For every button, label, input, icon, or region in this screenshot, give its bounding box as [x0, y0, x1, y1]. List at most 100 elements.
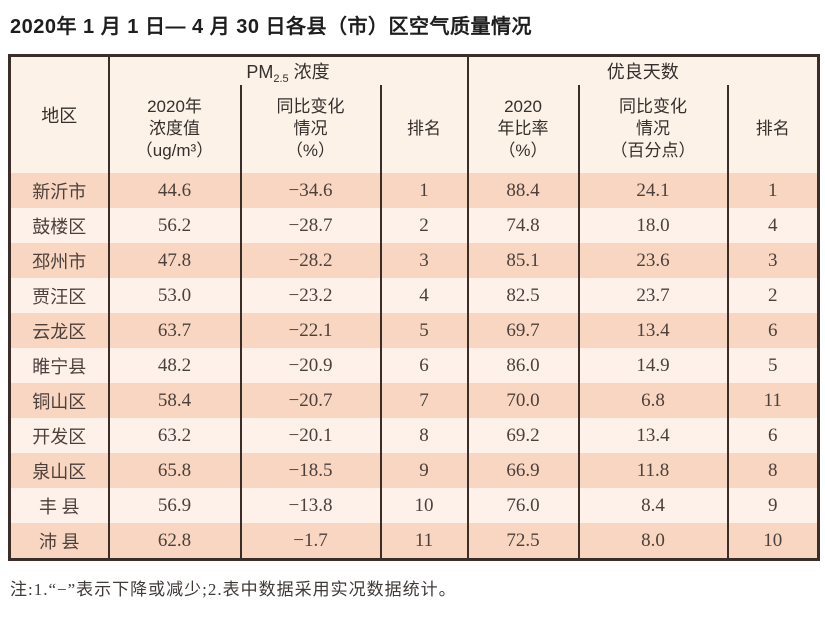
table-row: 鼓楼区 56.2 −28.7 2 74.8 18.0 4	[8, 208, 820, 243]
good-rank-cell: 10	[726, 523, 820, 560]
pm-change-cell: −28.2	[239, 243, 382, 278]
pm-change-cell: −23.2	[239, 278, 382, 313]
table-row: 开发区 63.2 −20.1 8 69.2 13.4 6	[8, 418, 820, 453]
pm-rank-cell: 9	[379, 453, 469, 488]
good-change-cell: 8.4	[577, 488, 729, 523]
good-rate-cell: 72.5	[466, 523, 580, 560]
good-rate-cell: 85.1	[466, 243, 580, 278]
header-line: 情况	[293, 118, 328, 138]
good-rank-cell: 3	[726, 243, 820, 278]
good-rank-cell: 11	[726, 383, 820, 418]
col-header-good-rate: 2020 年比率 （%）	[466, 85, 580, 173]
region-cell: 泉山区	[8, 453, 110, 488]
good-rate-cell: 82.5	[466, 278, 580, 313]
pm-change-cell: −28.7	[239, 208, 382, 243]
pm-change-cell: −34.6	[239, 173, 382, 208]
good-change-cell: 13.4	[577, 418, 729, 453]
header-line: 年比率	[497, 118, 549, 138]
pm-rank-cell: 2	[379, 208, 469, 243]
header-line: 同比变化	[619, 96, 687, 116]
col-header-pm-change: 同比变化 情况 （%）	[239, 85, 382, 173]
good-rank-cell: 8	[726, 453, 820, 488]
pm-rank-cell: 3	[379, 243, 469, 278]
table-row: 云龙区 63.7 −22.1 5 69.7 13.4 6	[8, 313, 820, 348]
col-header-pm-rank: 排名	[379, 85, 469, 173]
pm-suffix: 浓度	[288, 61, 330, 82]
good-change-cell: 24.1	[577, 173, 729, 208]
good-rate-cell: 76.0	[466, 488, 580, 523]
pm-change-cell: −1.7	[239, 523, 382, 560]
pm-change-cell: −20.7	[239, 383, 382, 418]
pm-rank-cell: 5	[379, 313, 469, 348]
pm-value-cell: 48.2	[107, 348, 242, 383]
header-group-row: 地区 PM2.5 浓度 优良天数	[8, 55, 820, 173]
table-row: 贾汪区 53.0 −23.2 4 82.5 23.7 2	[8, 278, 820, 313]
page-title: 2020年 1 月 1 日— 4 月 30 日各县（市）区空气质量情况	[10, 16, 533, 38]
table-row: 铜山区 58.4 −20.7 7 70.0 6.8 11	[8, 383, 820, 418]
footnote: 注:1.“−”表示下降或减少;2.表中数据采用实况数据统计。	[10, 580, 457, 599]
good-rate-cell: 86.0	[466, 348, 580, 383]
pm-value-cell: 63.2	[107, 418, 242, 453]
pm-subscript: 2.5	[273, 72, 289, 85]
good-rank-cell: 6	[726, 418, 820, 453]
col-header-good-change: 同比变化 情况 （百分点）	[577, 85, 729, 173]
region-cell: 开发区	[8, 418, 110, 453]
header-line: 浓度值	[149, 118, 200, 138]
pm-change-cell: −13.8	[239, 488, 382, 523]
region-cell: 沛 县	[8, 523, 110, 560]
pm-rank-cell: 7	[379, 383, 469, 418]
pm-rank-cell: 6	[379, 348, 469, 383]
col-group-pm25: PM2.5 浓度	[107, 55, 469, 85]
pm-label: PM	[246, 61, 274, 82]
region-cell: 鼓楼区	[8, 208, 110, 243]
pm-rank-cell: 10	[379, 488, 469, 523]
header-line: （%）	[285, 141, 336, 161]
header-line: （ug/m³）	[135, 141, 214, 161]
pm-value-cell: 63.7	[107, 313, 242, 348]
pm-value-cell: 65.8	[107, 453, 242, 488]
header-line: 排名	[407, 118, 441, 138]
table-row: 沛 县 62.8 −1.7 11 72.5 8.0 10	[8, 523, 820, 560]
region-cell: 云龙区	[8, 313, 110, 348]
good-change-cell: 6.8	[577, 383, 729, 418]
good-rank-cell: 9	[726, 488, 820, 523]
region-cell: 新沂市	[8, 173, 110, 208]
pm-value-cell: 44.6	[107, 173, 242, 208]
good-rate-cell: 74.8	[466, 208, 580, 243]
header-sub-row: 2020年 浓度值 （ug/m³） 同比变化 情况 （%） 排名 2020 年比…	[10, 85, 820, 173]
good-rate-cell: 88.4	[466, 173, 580, 208]
good-rate-cell: 70.0	[466, 383, 580, 418]
good-rank-cell: 5	[726, 348, 820, 383]
col-group-good-days: 优良天数	[466, 55, 820, 85]
good-rate-cell: 66.9	[466, 453, 580, 488]
header-line: （百分点）	[610, 141, 696, 161]
pm-change-cell: −20.1	[239, 418, 382, 453]
region-cell: 铜山区	[8, 383, 110, 418]
pm-rank-cell: 1	[379, 173, 469, 208]
good-change-cell: 13.4	[577, 313, 729, 348]
pm-rank-cell: 8	[379, 418, 469, 453]
good-change-cell: 11.8	[577, 453, 729, 488]
good-rate-cell: 69.2	[466, 418, 580, 453]
page: 2020年 1 月 1 日— 4 月 30 日各县（市）区空气质量情况 地区 P…	[8, 16, 821, 599]
table-row: 新沂市 44.6 −34.6 1 88.4 24.1 1	[8, 173, 820, 208]
region-cell: 睢宁县	[8, 348, 110, 383]
region-cell: 丰 县	[8, 488, 110, 523]
good-rank-cell: 1	[726, 173, 820, 208]
pm-value-cell: 62.8	[107, 523, 242, 560]
good-change-cell: 8.0	[577, 523, 729, 560]
region-cell: 贾汪区	[8, 278, 110, 313]
good-rank-cell: 2	[726, 278, 820, 313]
region-cell: 邳州市	[8, 243, 110, 278]
pm-change-cell: −20.9	[239, 348, 382, 383]
header-line: （%）	[498, 141, 548, 161]
col-header-region: 地区	[8, 55, 110, 173]
table-row: 丰 县 56.9 −13.8 10 76.0 8.4 9	[8, 488, 820, 523]
header-line: 同比变化	[276, 96, 345, 116]
header-line: 情况	[636, 118, 670, 138]
pm-value-cell: 56.9	[107, 488, 242, 523]
table-header: 地区 PM2.5 浓度 优良天数 2020年 浓度值 （ug/m³） 同比变化 …	[8, 55, 820, 173]
good-rate-cell: 69.7	[466, 313, 580, 348]
air-quality-table: 地区 PM2.5 浓度 优良天数 2020年 浓度值 （ug/m³） 同比变化 …	[8, 54, 821, 561]
good-change-cell: 18.0	[577, 208, 729, 243]
